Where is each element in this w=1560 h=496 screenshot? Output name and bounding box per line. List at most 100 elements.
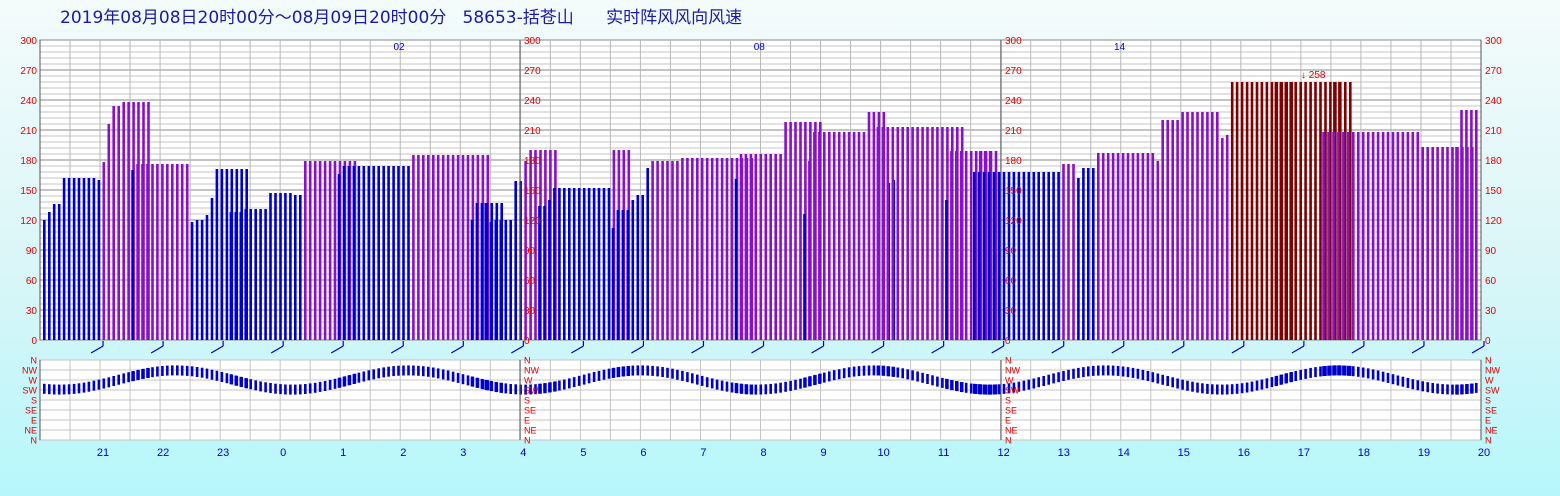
direction-bar [313, 382, 317, 393]
speed-bar [220, 169, 224, 340]
direction-bar [161, 366, 164, 376]
speed-bar [1376, 132, 1380, 340]
direction-bar [337, 377, 341, 388]
speed-bar [994, 151, 998, 340]
direction-bar [392, 366, 395, 377]
hour-label: 7 [700, 447, 706, 459]
speed-bar [818, 132, 821, 340]
y-tick-label: 60 [524, 276, 536, 287]
speed-bar [397, 166, 400, 340]
direction-bar [289, 384, 292, 395]
direction-bar [926, 374, 929, 384]
speed-bar [1299, 82, 1302, 340]
time-marker-label: 14 [1114, 42, 1126, 53]
direction-bar [1314, 367, 1317, 378]
speed-bar [328, 161, 332, 340]
direction-bar [205, 368, 209, 379]
direction-tick-label: E [31, 416, 37, 426]
direction-bar [308, 383, 312, 394]
speed-bar [1097, 153, 1100, 340]
speed-bar [1416, 132, 1420, 340]
speed-bar [592, 188, 596, 340]
direction-bar [387, 366, 390, 377]
direction-bar [176, 365, 179, 376]
y-tick-label: 120 [20, 216, 37, 227]
speed-bar [774, 154, 777, 340]
direction-bar [146, 368, 149, 378]
speed-bar [318, 161, 322, 340]
speed-bar [1431, 147, 1434, 340]
speed-bar [725, 158, 729, 340]
speed-bar [1171, 120, 1174, 340]
speed-bar [427, 155, 430, 340]
direction-bar [299, 384, 302, 395]
hour-label: 20 [1478, 447, 1490, 459]
speed-bar [700, 158, 704, 340]
direction-bar [432, 367, 435, 378]
speed-bar [1211, 112, 1214, 340]
direction-bar [427, 366, 430, 377]
direction-bar [1344, 365, 1347, 376]
speed-bar [342, 166, 346, 340]
speed-bar [1279, 82, 1283, 340]
y-tick-label: 0 [1005, 336, 1011, 347]
speed-bar [587, 188, 591, 340]
speed-bar [1460, 110, 1463, 340]
direction-bar [553, 381, 556, 392]
speed-bar [92, 178, 96, 340]
speed-bar [264, 209, 267, 340]
direction-bar [813, 375, 816, 386]
direction-bar [514, 384, 517, 395]
direction-bar [52, 384, 56, 395]
y-tick-label: 270 [524, 66, 541, 77]
speed-bar [1002, 172, 1006, 340]
direction-bar [538, 383, 541, 394]
direction-bar [597, 370, 601, 381]
direction-bar [451, 371, 455, 382]
direction-bar [1027, 379, 1031, 390]
speed-bar [1240, 82, 1244, 340]
direction-bar [1337, 365, 1340, 376]
direction-bar [1077, 367, 1080, 378]
speed-bar [832, 132, 836, 340]
direction-bar [1072, 368, 1075, 379]
speed-bar [1181, 112, 1184, 340]
direction-bar [225, 373, 229, 384]
speed-bar [151, 164, 154, 340]
direction-bar [1206, 383, 1209, 394]
y-tick-label: 0 [31, 336, 37, 347]
speed-bar [466, 155, 470, 340]
direction-bar [656, 366, 659, 377]
direction-bar [911, 370, 914, 381]
direction-bar [519, 384, 522, 395]
direction-tick-label: E [524, 416, 530, 426]
speed-bar [891, 127, 895, 340]
direction-bar [872, 365, 876, 376]
direction-bar [1460, 384, 1463, 395]
speed-bar [1116, 153, 1120, 340]
direction-bar [1082, 367, 1085, 378]
direction-bar [1396, 375, 1400, 386]
direction-bar [122, 373, 125, 384]
speed-bar [715, 158, 719, 340]
speed-bar [686, 158, 689, 340]
speed-bar [1042, 172, 1045, 340]
speed-bar [259, 209, 262, 340]
speed-bar [461, 155, 465, 340]
speed-bar [611, 228, 615, 340]
speed-bar [304, 161, 307, 340]
direction-bar [136, 370, 139, 381]
speed-bar [524, 161, 527, 340]
direction-bar [1451, 384, 1454, 395]
direction-bar [1304, 368, 1307, 379]
speed-bar [803, 214, 806, 340]
hour-label: 6 [640, 447, 646, 459]
direction-bar [774, 383, 777, 394]
y-tick-label: 120 [524, 216, 541, 227]
speed-bar [72, 178, 76, 340]
speed-bar [901, 127, 904, 340]
direction-bar [977, 384, 981, 395]
direction-tick-label: N [1485, 436, 1492, 446]
direction-bar [1475, 382, 1478, 393]
speed-bar [730, 158, 734, 340]
